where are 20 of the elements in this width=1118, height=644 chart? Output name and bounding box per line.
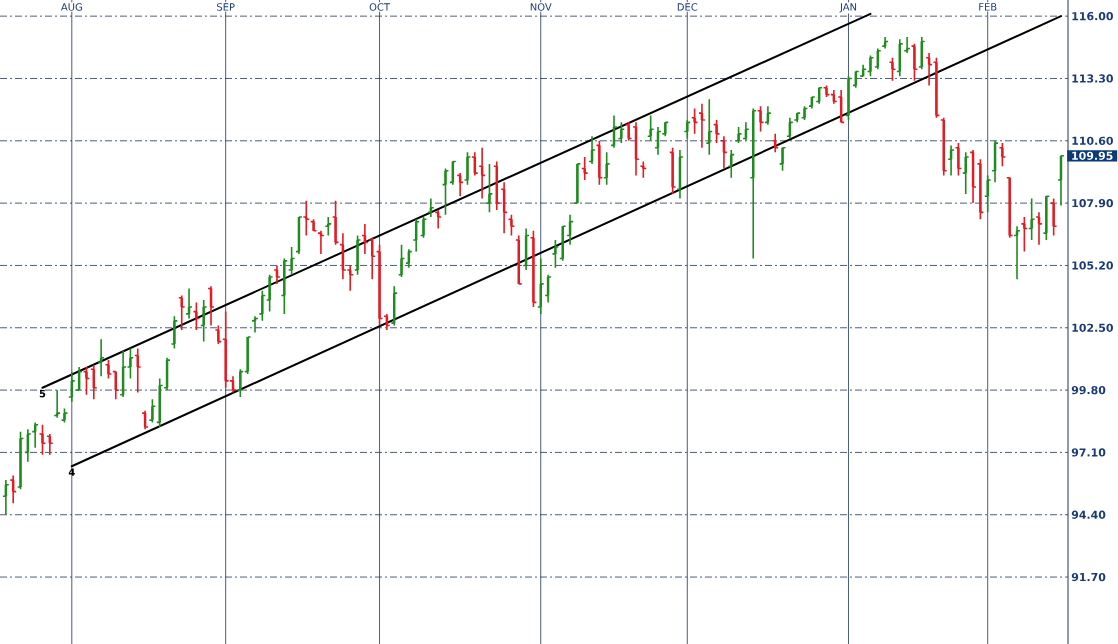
y-tick-label: 99.80 [1071, 385, 1106, 395]
text: 109.95 [1072, 151, 1113, 160]
x-tick-label: FEB [979, 3, 997, 11]
y-tick-label: 116.00 [1072, 12, 1113, 21]
x-tick-label: JAN [839, 3, 857, 13]
x-tick-label: OCT [369, 3, 391, 11]
series-label: 4 [68, 468, 75, 476]
x-tick-label: NOV [530, 3, 552, 11]
x-tick-label: AUG [60, 3, 82, 11]
x-tick-label: SEP [217, 3, 235, 11]
y-tick-label: 113.30 [1072, 74, 1113, 83]
y-tick-label: 102.50 [1072, 323, 1113, 332]
x-tick-label: DEC [677, 3, 698, 11]
y-tick-label: 110.60 [1072, 136, 1113, 145]
y-tick-label: 94.40 [1071, 510, 1106, 519]
y-tick-label: 91.70 [1071, 572, 1106, 582]
y-tick-label: 97.10 [1071, 448, 1106, 457]
y-tick-label: 105.20 [1072, 261, 1113, 270]
y-tick-label: 107.90 [1072, 198, 1113, 208]
series-label: 5 [39, 389, 46, 398]
